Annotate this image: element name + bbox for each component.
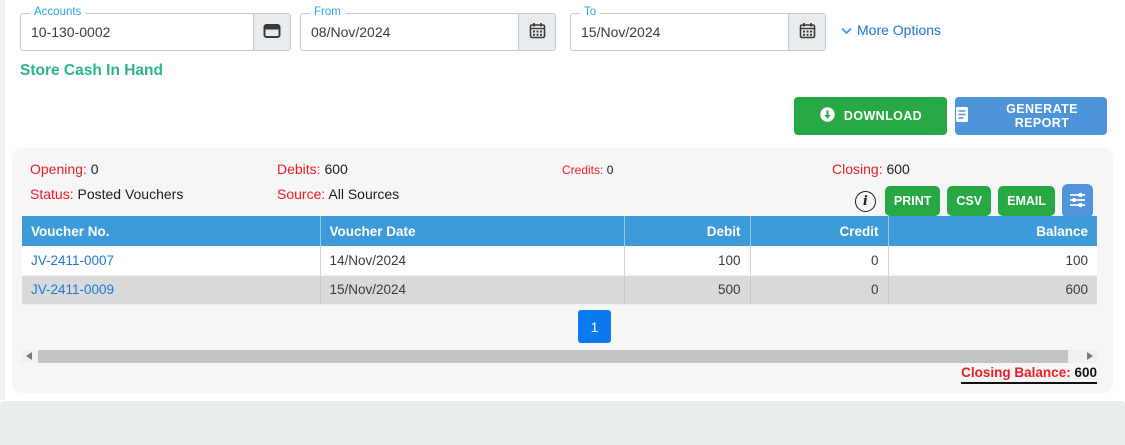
- source-label: Source:: [277, 186, 326, 202]
- export-toolbar: i PRINT CSV EMAIL: [854, 184, 1093, 218]
- scroll-left-arrow-icon[interactable]: [26, 352, 32, 360]
- closing-value: 600: [886, 161, 910, 177]
- col-voucher-date: Voucher Date: [320, 216, 625, 246]
- voucher-date-cell: 15/Nov/2024: [320, 275, 625, 305]
- pagination-page-1-button[interactable]: 1: [578, 310, 611, 343]
- browse-window-icon: [263, 23, 281, 42]
- voucher-date-cell: 14/Nov/2024: [320, 246, 625, 276]
- from-date-input[interactable]: [301, 14, 518, 50]
- download-button[interactable]: DOWNLOAD: [794, 97, 947, 135]
- chevron-down-icon: [841, 22, 852, 38]
- horizontal-scrollbar[interactable]: [22, 350, 1097, 363]
- from-calendar-button[interactable]: [518, 14, 555, 50]
- info-icon[interactable]: i: [854, 190, 876, 212]
- to-calendar-button[interactable]: [788, 14, 825, 50]
- scroll-right-arrow-icon[interactable]: [1087, 352, 1093, 360]
- table-row: JV-2411-0009 15/Nov/2024 500 0 600: [22, 275, 1097, 305]
- table-row: JV-2411-0007 14/Nov/2024 100 0 100: [22, 246, 1097, 276]
- status-value: Posted Vouchers: [77, 186, 184, 202]
- report-document-icon: [955, 106, 969, 126]
- accounts-input[interactable]: [21, 14, 253, 50]
- closing-balance-label: Closing Balance:: [961, 365, 1071, 380]
- debit-cell: 100: [624, 246, 751, 276]
- voucher-link[interactable]: JV-2411-0009: [31, 282, 115, 297]
- csv-button[interactable]: CSV: [947, 186, 992, 216]
- vouchers-table: Voucher No. Voucher Date Debit Credit Ba…: [22, 216, 1097, 305]
- debits-label: Debits:: [277, 161, 321, 177]
- report-actions: DOWNLOAD GENERATE REPORT: [794, 97, 1107, 135]
- sliders-icon: [1068, 190, 1087, 212]
- report-panel: Opening: 0 Debits: 600 Credits: 0 Closin…: [12, 148, 1113, 393]
- accounts-field: Accounts: [20, 5, 291, 51]
- calendar-icon: [799, 22, 816, 42]
- source-summary: Source: All Sources: [277, 186, 399, 202]
- source-value: All Sources: [328, 186, 400, 202]
- accounts-browse-button[interactable]: [253, 14, 290, 50]
- email-button[interactable]: EMAIL: [998, 186, 1055, 216]
- column-settings-button[interactable]: [1062, 184, 1093, 218]
- to-date-input[interactable]: [571, 14, 788, 50]
- closing-label: Closing:: [832, 161, 883, 177]
- table-header-row: Voucher No. Voucher Date Debit Credit Ba…: [22, 216, 1097, 246]
- debit-cell: 500: [624, 275, 751, 305]
- col-debit: Debit: [624, 216, 751, 246]
- accounts-field-label: Accounts: [30, 5, 86, 19]
- balance-cell: 600: [888, 275, 1097, 305]
- download-button-label: DOWNLOAD: [843, 109, 923, 123]
- closing-balance-value: 600: [1074, 365, 1097, 380]
- more-options-link[interactable]: More Options: [841, 22, 941, 38]
- generate-report-button[interactable]: GENERATE REPORT: [955, 97, 1107, 135]
- status-summary: Status: Posted Vouchers: [30, 186, 183, 202]
- scrollbar-thumb[interactable]: [38, 350, 1068, 363]
- col-credit: Credit: [750, 216, 889, 246]
- opening-summary: Opening: 0: [30, 161, 99, 177]
- voucher-link[interactable]: JV-2411-0007: [31, 252, 115, 268]
- generate-report-button-label: GENERATE REPORT: [1006, 102, 1078, 130]
- footer-block: [0, 401, 1125, 445]
- left-edge-strip: [0, 0, 5, 400]
- col-voucher-no: Voucher No.: [22, 216, 321, 246]
- credits-label: Credits:: [562, 163, 604, 177]
- to-field-label: To: [580, 5, 601, 19]
- col-balance: Balance: [888, 216, 1097, 246]
- from-field-label: From: [310, 5, 345, 19]
- credits-summary: Credits: 0: [562, 163, 613, 177]
- to-date-field: To: [570, 5, 826, 51]
- credit-cell: 0: [750, 275, 889, 305]
- debits-value: 600: [324, 161, 348, 177]
- page-title: Store Cash In Hand: [20, 62, 163, 79]
- from-date-field: From: [300, 5, 556, 51]
- calendar-icon: [529, 22, 546, 42]
- closing-summary: Closing: 600: [832, 161, 910, 177]
- download-circle-icon: [819, 106, 836, 126]
- credits-value: 0: [606, 163, 614, 177]
- print-button[interactable]: PRINT: [884, 186, 941, 216]
- balance-cell: 100: [888, 246, 1097, 276]
- credit-cell: 0: [750, 246, 889, 276]
- opening-value: 0: [90, 161, 99, 177]
- debits-summary: Debits: 600: [277, 161, 348, 177]
- status-label: Status:: [30, 186, 74, 202]
- closing-balance-total: Closing Balance: 600: [961, 365, 1097, 384]
- opening-label: Opening:: [30, 161, 87, 177]
- more-options-label: More Options: [857, 22, 942, 38]
